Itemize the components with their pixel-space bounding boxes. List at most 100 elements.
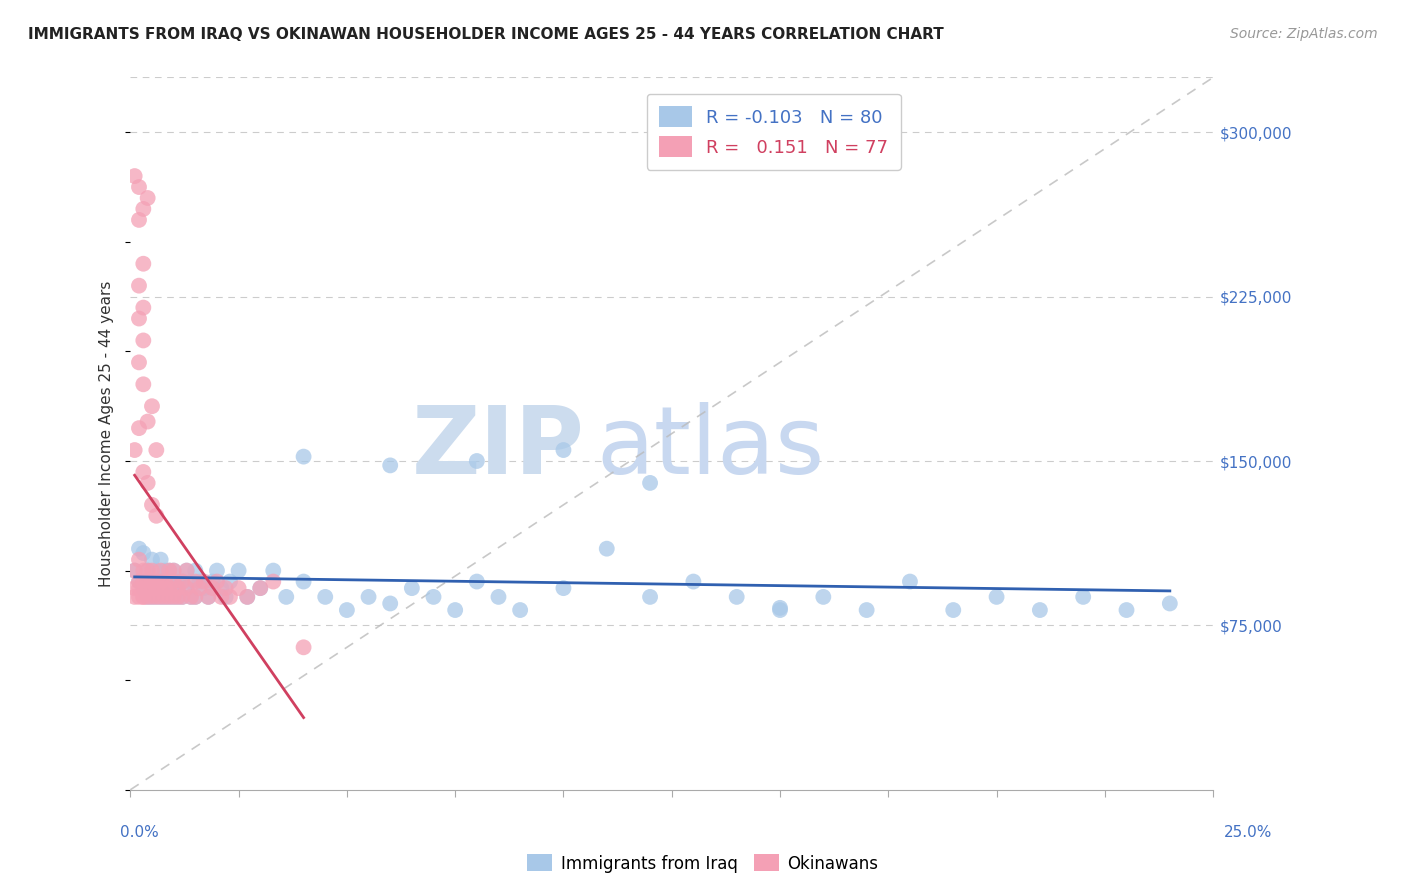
Point	[249, 581, 271, 595]
Point	[141, 399, 163, 413]
Point	[132, 334, 155, 348]
Point	[124, 581, 146, 595]
Point	[176, 581, 198, 595]
Point	[136, 590, 159, 604]
Point	[188, 574, 211, 589]
Text: Source: ZipAtlas.com: Source: ZipAtlas.com	[1230, 27, 1378, 41]
Point	[141, 574, 163, 589]
Text: 25.0%: 25.0%	[1225, 825, 1272, 840]
Point	[942, 603, 965, 617]
Point	[205, 564, 228, 578]
Point	[553, 443, 575, 458]
Point	[357, 590, 380, 604]
Point	[163, 564, 186, 578]
Point	[141, 590, 163, 604]
Point	[132, 546, 155, 560]
Point	[145, 508, 167, 523]
Point	[488, 590, 510, 604]
Point	[124, 169, 146, 183]
Point	[132, 574, 155, 589]
Point	[262, 574, 284, 589]
Point	[128, 355, 150, 369]
Point	[201, 581, 224, 595]
Point	[219, 574, 242, 589]
Point	[214, 581, 236, 595]
Point	[157, 581, 180, 595]
Point	[1159, 597, 1181, 611]
Point	[132, 377, 155, 392]
Point	[153, 564, 176, 578]
Point	[219, 590, 242, 604]
Point	[188, 581, 211, 595]
Point	[1115, 603, 1137, 617]
Point	[262, 564, 284, 578]
Point	[209, 590, 232, 604]
Point	[132, 581, 155, 595]
Point	[898, 574, 921, 589]
Point	[172, 590, 194, 604]
Point	[167, 590, 190, 604]
Point	[128, 552, 150, 566]
Point	[184, 574, 207, 589]
Point	[176, 564, 198, 578]
Point	[128, 213, 150, 227]
Point	[128, 180, 150, 194]
Point	[136, 590, 159, 604]
Point	[209, 581, 232, 595]
Point	[128, 574, 150, 589]
Point	[153, 581, 176, 595]
Point	[197, 590, 219, 604]
Point	[163, 590, 186, 604]
Point	[153, 590, 176, 604]
Point	[769, 600, 792, 615]
Point	[128, 541, 150, 556]
Point	[128, 581, 150, 595]
Point	[136, 564, 159, 578]
Point	[205, 574, 228, 589]
Point	[145, 581, 167, 595]
Point	[214, 590, 236, 604]
Point	[193, 581, 215, 595]
Point	[465, 574, 488, 589]
Point	[128, 590, 150, 604]
Point	[422, 590, 444, 604]
Point	[553, 581, 575, 595]
Point	[128, 574, 150, 589]
Point	[145, 590, 167, 604]
Point	[176, 564, 198, 578]
Point	[292, 640, 315, 655]
Point	[128, 278, 150, 293]
Point	[236, 590, 259, 604]
Point	[149, 590, 172, 604]
Point	[638, 475, 661, 490]
Point	[132, 257, 155, 271]
Point	[180, 590, 202, 604]
Point	[145, 443, 167, 458]
Point	[276, 590, 298, 604]
Point	[725, 590, 748, 604]
Point	[172, 574, 194, 589]
Point	[132, 564, 155, 578]
Point	[141, 574, 163, 589]
Point	[228, 564, 250, 578]
Point	[128, 311, 150, 326]
Point	[124, 564, 146, 578]
Point	[136, 415, 159, 429]
Point	[132, 301, 155, 315]
Point	[132, 202, 155, 216]
Text: atlas: atlas	[596, 402, 824, 494]
Point	[380, 458, 402, 473]
Point	[145, 590, 167, 604]
Legend: R = -0.103   N = 80, R =   0.151   N = 77: R = -0.103 N = 80, R = 0.151 N = 77	[647, 94, 901, 169]
Point	[184, 564, 207, 578]
Point	[401, 581, 423, 595]
Point	[509, 603, 531, 617]
Point	[132, 590, 155, 604]
Point	[153, 581, 176, 595]
Point	[163, 581, 186, 595]
Point	[197, 590, 219, 604]
Point	[813, 590, 835, 604]
Point	[236, 590, 259, 604]
Point	[145, 581, 167, 595]
Text: 0.0%: 0.0%	[120, 825, 159, 840]
